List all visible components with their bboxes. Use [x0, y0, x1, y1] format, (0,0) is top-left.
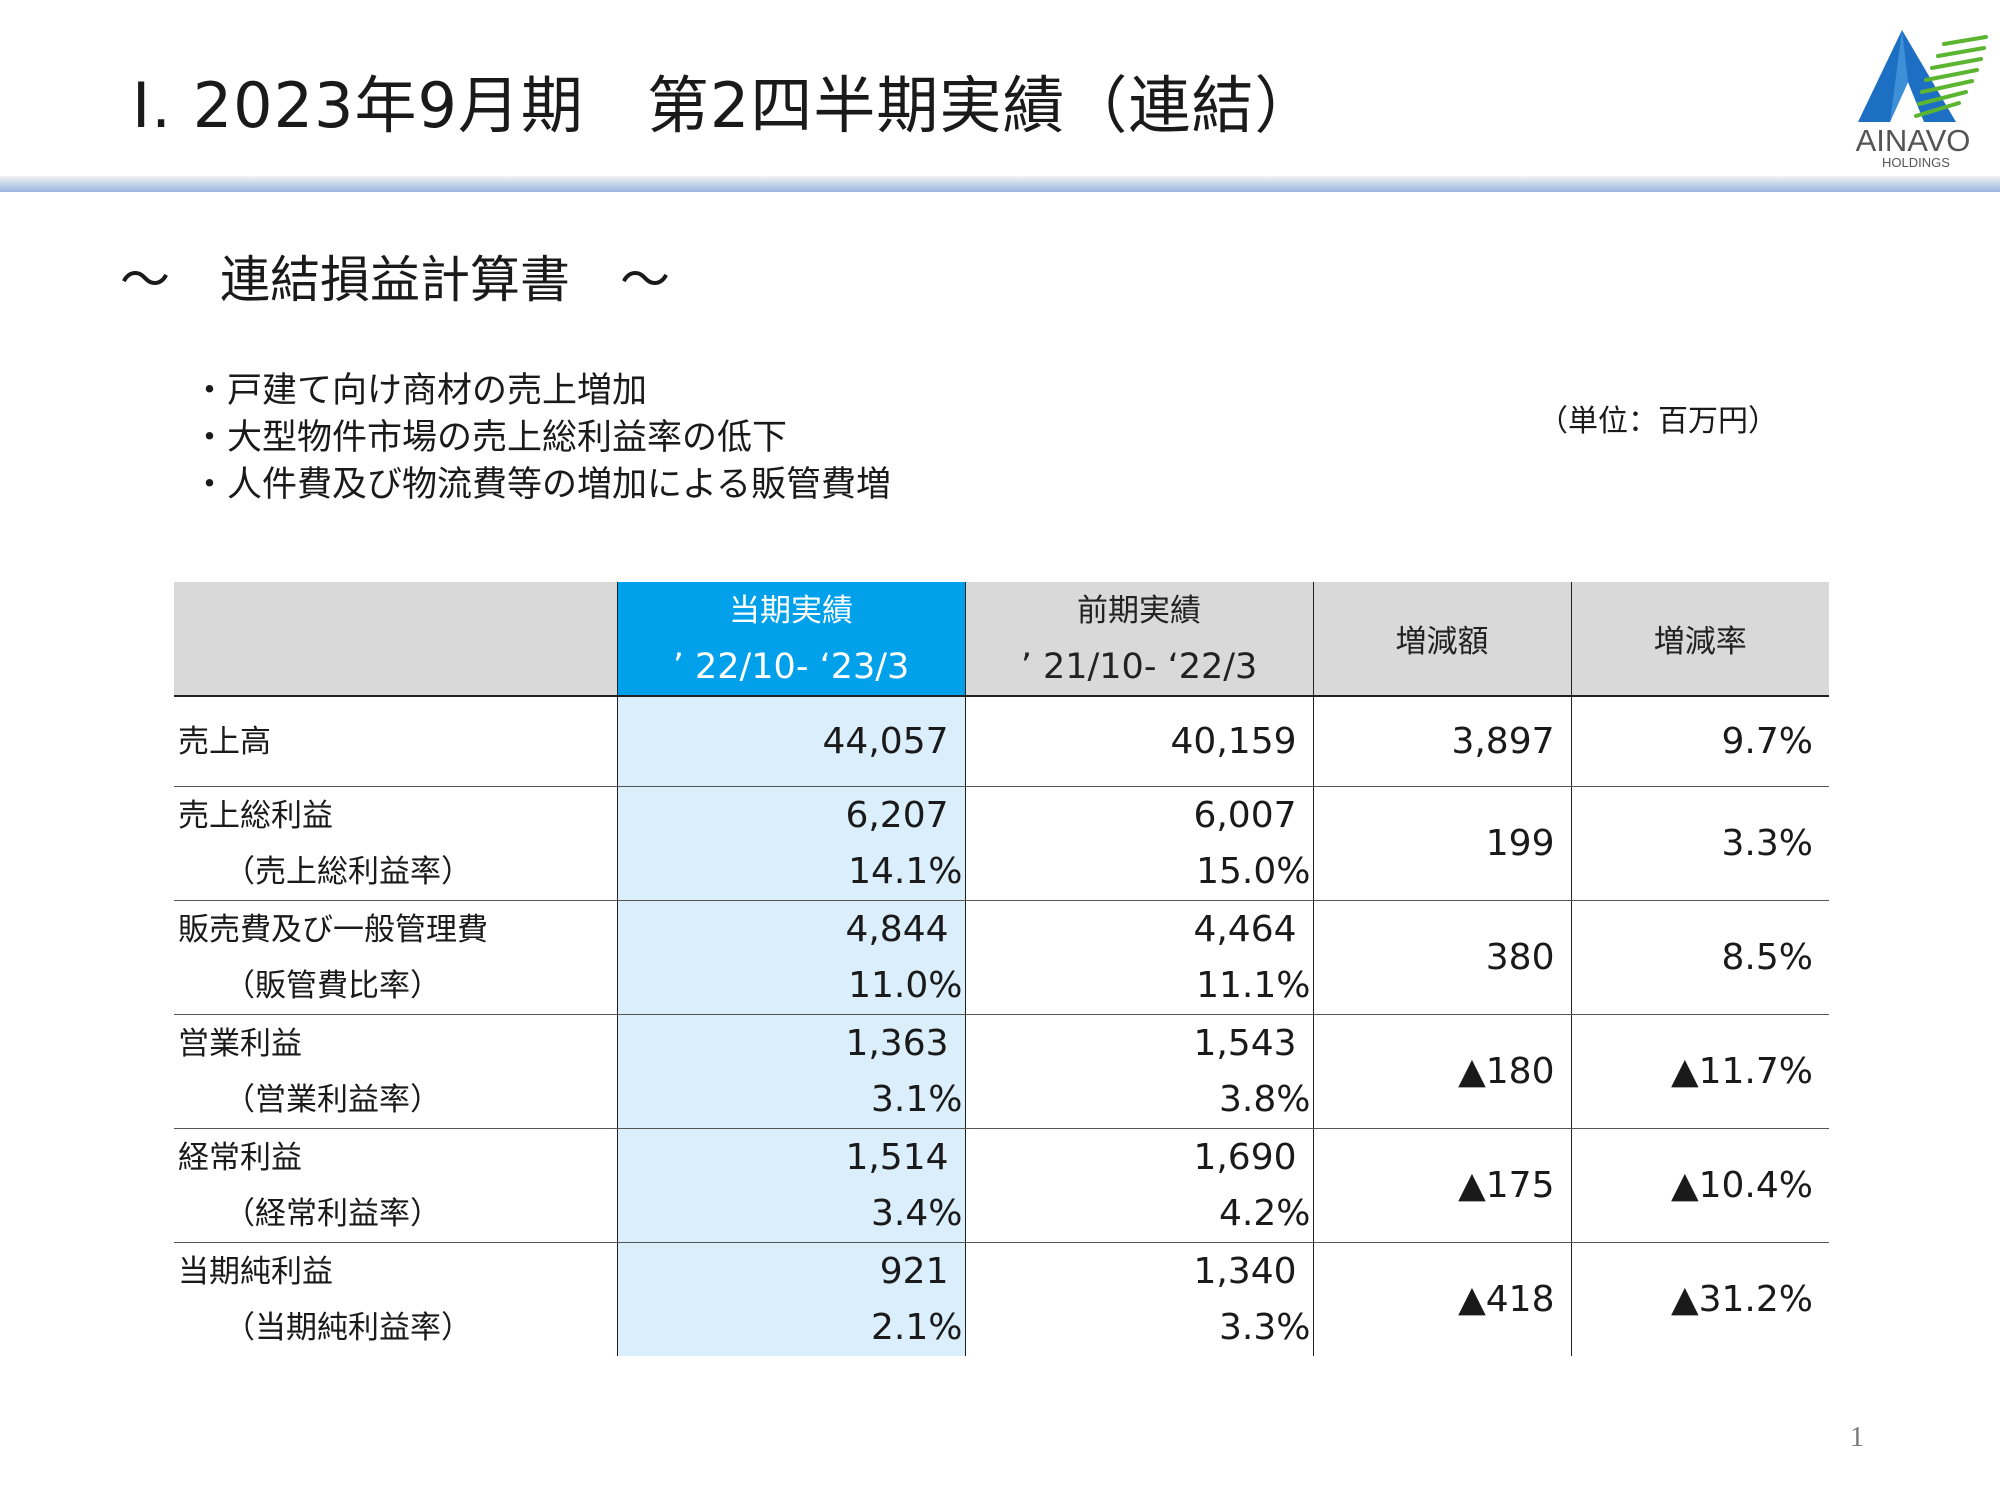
- table-row: 売上総利益 （売上総利益率） 6,207 14.1% 6,007 15.0% 1…: [174, 786, 1829, 901]
- prior-value-cell: 1,340 3.3%: [964, 1242, 1313, 1356]
- prior-value: 1,543: [1193, 1022, 1297, 1064]
- current-value: 44,057: [822, 720, 949, 762]
- table-header-row: 当期実績 ’ 22/10- ‘23/3 前期実績 ’ 21/10- ‘22/3 …: [174, 582, 1829, 697]
- ainavo-logo-icon: [1858, 30, 1988, 122]
- current-value: 6,207: [845, 794, 949, 836]
- current-value: 921: [879, 1250, 949, 1292]
- row-sublabel: （当期純利益率）: [224, 1309, 472, 1346]
- prior-value-cell: 40,159: [964, 696, 1313, 787]
- current-ratio: 11.0%: [848, 964, 963, 1006]
- current-value: 4,844: [845, 908, 949, 950]
- row-sublabel: （売上総利益率）: [224, 853, 472, 890]
- change-amount: ▲418: [1312, 1242, 1571, 1356]
- prior-value-cell: 1,690 4.2%: [964, 1128, 1313, 1243]
- current-value: 1,363: [845, 1022, 949, 1064]
- header-current-title: 当期実績: [729, 592, 853, 629]
- current-value-cell: 6,207 14.1%: [616, 786, 965, 901]
- highlight-item: ・戸建て向け商材の売上増加: [192, 371, 648, 411]
- change-rate: ▲11.7%: [1570, 1014, 1829, 1129]
- row-label-cell: 売上高: [174, 696, 617, 787]
- change-rate: 3.3%: [1570, 786, 1829, 901]
- row-label: 売上総利益: [178, 797, 333, 834]
- current-ratio: 2.1%: [871, 1306, 963, 1348]
- page-title: Ⅰ. 2023年9月期 第2四半期実績（連結）: [132, 69, 1318, 142]
- row-label-cell: 当期純利益 （当期純利益率）: [174, 1243, 617, 1357]
- table-row: 営業利益 （営業利益率） 1,363 3.1% 1,543 3.8% ▲180 …: [174, 1014, 1829, 1129]
- prior-value-cell: 6,007 15.0%: [964, 786, 1313, 901]
- title-divider: [0, 176, 2000, 192]
- current-value-cell: 44,057: [616, 696, 965, 787]
- prior-ratio: 11.1%: [1196, 964, 1311, 1006]
- prior-value: 1,340: [1193, 1250, 1297, 1292]
- prior-value-cell: 4,464 11.1%: [964, 900, 1313, 1015]
- change-amount: 380: [1312, 900, 1571, 1015]
- prior-value: 4,464: [1193, 908, 1297, 950]
- row-label-cell: 経常利益 （経常利益率）: [174, 1128, 617, 1243]
- header-current-period: 当期実績 ’ 22/10- ‘23/3: [616, 582, 965, 697]
- header-change-amount: 増減額: [1312, 582, 1571, 697]
- highlight-list: ・戸建て向け商材の売上増加 ・大型物件市場の売上総利益率の低下 ・人件費及び物流…: [192, 368, 891, 509]
- row-sublabel: （経常利益率）: [224, 1195, 441, 1232]
- row-label-cell: 販売費及び一般管理費 （販管費比率）: [174, 900, 617, 1015]
- row-label: 営業利益: [178, 1025, 302, 1062]
- change-amount: ▲175: [1312, 1128, 1571, 1243]
- table-row: 当期純利益 （当期純利益率） 921 2.1% 1,340 3.3% ▲418 …: [174, 1242, 1829, 1357]
- current-value-cell: 4,844 11.0%: [616, 900, 965, 1015]
- current-value-cell: 921 2.1%: [616, 1242, 965, 1356]
- header-prior-range: ’ 21/10- ‘22/3: [1020, 646, 1258, 687]
- row-sublabel: （営業利益率）: [224, 1081, 441, 1118]
- prior-value: 1,690: [1193, 1136, 1297, 1178]
- unit-note: （単位：百万円）: [1538, 404, 1778, 439]
- logo-wordmark: AINAVO: [1855, 123, 1971, 158]
- current-value-cell: 1,363 3.1%: [616, 1014, 965, 1129]
- header-change-rate: 増減率: [1570, 582, 1829, 697]
- current-ratio: 14.1%: [848, 850, 963, 892]
- prior-value-cell: 1,543 3.8%: [964, 1014, 1313, 1129]
- prior-ratio: 4.2%: [1219, 1192, 1311, 1234]
- table-row: 経常利益 （経常利益率） 1,514 3.4% 1,690 4.2% ▲175 …: [174, 1128, 1829, 1243]
- header-prior-title: 前期実績: [1077, 592, 1201, 629]
- table-row: 販売費及び一般管理費 （販管費比率） 4,844 11.0% 4,464 11.…: [174, 900, 1829, 1015]
- change-amount: ▲180: [1312, 1014, 1571, 1129]
- change-rate: ▲31.2%: [1570, 1242, 1829, 1356]
- row-label-cell: 売上総利益 （売上総利益率）: [174, 786, 617, 901]
- row-sublabel: （販管費比率）: [224, 967, 441, 1004]
- current-value: 1,514: [845, 1136, 949, 1178]
- page-number: 1: [1850, 1422, 1864, 1453]
- section-subtitle: ～ 連結損益計算書 ～: [120, 251, 670, 309]
- change-rate: 9.7%: [1570, 696, 1829, 787]
- prior-value: 6,007: [1193, 794, 1297, 836]
- change-amount: 199: [1312, 786, 1571, 901]
- highlight-item: ・人件費及び物流費等の増加による販管費増: [192, 465, 891, 505]
- current-ratio: 3.4%: [871, 1192, 963, 1234]
- row-label-cell: 営業利益 （営業利益率）: [174, 1014, 617, 1129]
- logo-subtext: HOLDINGS: [1882, 155, 1950, 170]
- change-rate: ▲10.4%: [1570, 1128, 1829, 1243]
- row-label: 販売費及び一般管理費: [178, 911, 488, 948]
- current-ratio: 3.1%: [871, 1078, 963, 1120]
- change-rate: 8.5%: [1570, 900, 1829, 1015]
- prior-ratio: 3.8%: [1219, 1078, 1311, 1120]
- prior-value: 40,159: [1170, 720, 1297, 762]
- header-current-range: ’ 22/10- ‘23/3: [672, 646, 910, 687]
- prior-ratio: 15.0%: [1196, 850, 1311, 892]
- income-statement-table: 当期実績 ’ 22/10- ‘23/3 前期実績 ’ 21/10- ‘22/3 …: [174, 582, 1829, 1356]
- header-blank-cell: [174, 582, 617, 697]
- table-row: 売上高 44,057 40,159 3,897 9.7%: [174, 696, 1829, 787]
- header-prior-period: 前期実績 ’ 21/10- ‘22/3: [964, 582, 1313, 697]
- row-label: 経常利益: [178, 1139, 302, 1176]
- change-amount: 3,897: [1312, 696, 1571, 787]
- row-label: 当期純利益: [178, 1253, 333, 1290]
- row-label: 売上高: [178, 723, 271, 760]
- highlight-item: ・大型物件市場の売上総利益率の低下: [192, 418, 788, 458]
- current-value-cell: 1,514 3.4%: [616, 1128, 965, 1243]
- prior-ratio: 3.3%: [1219, 1306, 1311, 1348]
